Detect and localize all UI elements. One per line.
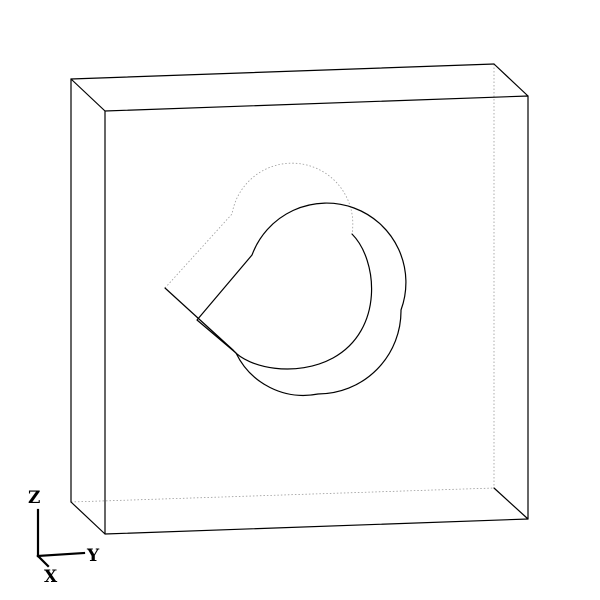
plate-depth-edge-top-right xyxy=(493,63,529,97)
plate-body xyxy=(70,63,529,535)
y-axis-label: Y xyxy=(86,546,100,566)
x-axis-line xyxy=(36,554,50,568)
plate-back-top-edge xyxy=(70,63,495,80)
teardrop-cutout xyxy=(164,162,407,397)
x-axis-label: X xyxy=(44,567,58,587)
z-axis-label: Z xyxy=(28,488,40,508)
cutout-back-outline-visible xyxy=(164,287,234,351)
plate-depth-edge-top-left xyxy=(70,78,106,112)
plate-depth-edge-bottom-left xyxy=(70,501,106,535)
axis-triad: Z Y X xyxy=(28,488,100,587)
plate-depth-edge-bottom-right xyxy=(493,487,529,520)
cutout-inner-rim xyxy=(232,233,373,370)
cutout-front-outline xyxy=(196,202,407,397)
cutout-back-outline-hidden xyxy=(164,162,354,289)
y-axis-line xyxy=(36,551,86,558)
plate-front-face xyxy=(104,95,529,535)
plate-hidden-edge-bottom xyxy=(70,487,495,503)
